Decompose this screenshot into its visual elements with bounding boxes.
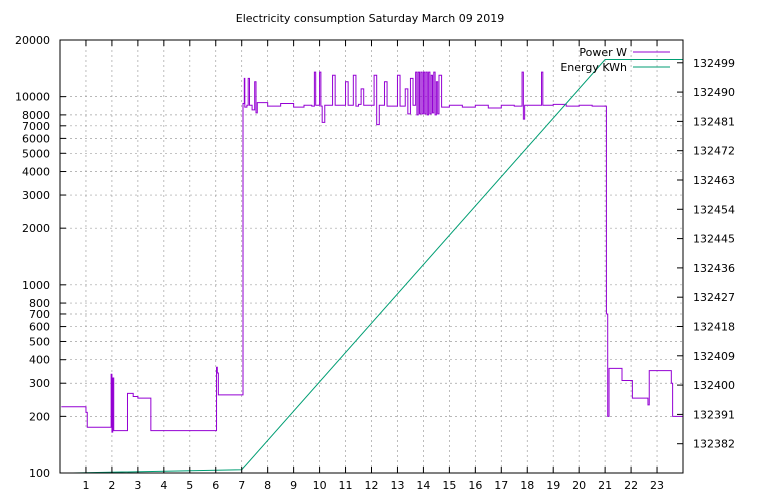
x-tick-label: 20 xyxy=(572,479,586,492)
y-tick-label: 1000 xyxy=(22,279,50,292)
y2-tick-label: 132454 xyxy=(693,203,735,216)
x-tick-label: 11 xyxy=(339,479,353,492)
y2-tick-label: 132409 xyxy=(693,350,735,363)
y2-tick-label: 132418 xyxy=(693,320,735,333)
y-tick-label: 8000 xyxy=(22,109,50,122)
y-tick-label: 5000 xyxy=(22,147,50,160)
x-tick-label: 12 xyxy=(365,479,379,492)
x-tick-label: 5 xyxy=(186,479,193,492)
legend-label: Power W xyxy=(579,46,627,59)
x-tick-label: 6 xyxy=(212,479,219,492)
y-tick-label: 4000 xyxy=(22,166,50,179)
x-tick-label: 2 xyxy=(108,479,115,492)
y-tick-label: 20000 xyxy=(15,34,50,47)
x-tick-label: 9 xyxy=(290,479,297,492)
y-tick-label: 800 xyxy=(29,297,50,310)
x-tick-label: 23 xyxy=(650,479,664,492)
y2-tick-label: 132436 xyxy=(693,262,735,275)
y2-tick-label: 132391 xyxy=(693,408,735,421)
x-tick-label: 15 xyxy=(442,479,456,492)
legend-label: Energy KWh xyxy=(560,61,627,74)
legend: Power W Energy KWh xyxy=(560,46,670,74)
x-tick-label: 19 xyxy=(546,479,560,492)
y2-tick-label: 132445 xyxy=(693,233,735,246)
y-tick-label: 7000 xyxy=(22,120,50,133)
y2-tick-label: 132382 xyxy=(693,438,735,451)
x-tick-label: 10 xyxy=(313,479,327,492)
y-tick-label: 10000 xyxy=(15,91,50,104)
series-line-power-w xyxy=(61,71,683,433)
series-line-energy-kwh xyxy=(72,59,683,474)
y-tick-label: 3000 xyxy=(22,189,50,202)
chart-title: Electricity consumption Saturday March 0… xyxy=(236,12,504,25)
x-tick-label: 7 xyxy=(238,479,245,492)
x-tick-label: 1 xyxy=(82,479,89,492)
y-tick-label: 6000 xyxy=(22,132,50,145)
x-tick-label: 22 xyxy=(624,479,638,492)
y-tick-label: 400 xyxy=(29,354,50,367)
x-tick-label: 18 xyxy=(520,479,534,492)
x-tick-label: 13 xyxy=(390,479,404,492)
y2-tick-label: 132400 xyxy=(693,379,735,392)
x-tick-label: 14 xyxy=(416,479,430,492)
y-tick-label: 600 xyxy=(29,321,50,334)
grid xyxy=(60,40,683,473)
y-tick-label: 700 xyxy=(29,308,50,321)
y2-tick-label: 132463 xyxy=(693,174,735,187)
y2-tick-label: 132472 xyxy=(693,145,735,158)
y-tick-label: 2000 xyxy=(22,222,50,235)
series-group xyxy=(61,59,683,474)
x-tick-label: 16 xyxy=(468,479,482,492)
x-tick-label: 3 xyxy=(134,479,141,492)
y-tick-label: 200 xyxy=(29,410,50,423)
y2-tick-label: 132481 xyxy=(693,115,735,128)
x-tick-label: 8 xyxy=(264,479,271,492)
y2-tick-label: 132427 xyxy=(693,291,735,304)
x-tick-label: 21 xyxy=(598,479,612,492)
axes: 1 2 3 4 5 6 7 8 9 10 11 12 13 14 15 16 17 18 19 20 21 22 23100… xyxy=(15,34,735,492)
y-tick-label: 100 xyxy=(29,467,50,480)
y-tick-label: 300 xyxy=(29,377,50,390)
y2-tick-label: 132499 xyxy=(693,57,735,70)
x-tick-label: 17 xyxy=(494,479,508,492)
x-tick-label: 4 xyxy=(160,479,167,492)
y2-tick-label: 132490 xyxy=(693,86,735,99)
y-tick-label: 500 xyxy=(29,335,50,348)
